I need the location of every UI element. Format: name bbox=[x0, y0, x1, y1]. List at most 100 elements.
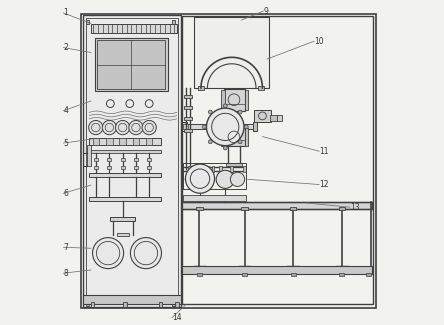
Bar bbox=[212, 166, 214, 172]
Bar bbox=[123, 302, 127, 306]
Bar bbox=[291, 273, 296, 276]
Bar bbox=[290, 206, 297, 210]
Bar bbox=[111, 217, 135, 221]
Bar bbox=[89, 137, 162, 145]
Bar bbox=[83, 295, 181, 304]
Bar bbox=[254, 110, 270, 122]
Circle shape bbox=[115, 121, 130, 135]
Circle shape bbox=[131, 238, 162, 269]
Text: 6: 6 bbox=[63, 189, 68, 198]
Bar bbox=[121, 166, 125, 169]
Circle shape bbox=[223, 104, 227, 108]
Circle shape bbox=[202, 125, 206, 129]
Bar bbox=[182, 195, 246, 201]
Text: 14: 14 bbox=[172, 313, 182, 322]
Text: 13: 13 bbox=[350, 203, 360, 212]
Bar bbox=[182, 163, 246, 189]
Bar bbox=[242, 206, 248, 210]
Bar bbox=[230, 166, 233, 172]
Bar bbox=[172, 20, 175, 24]
Bar bbox=[197, 273, 202, 276]
Bar bbox=[107, 158, 111, 161]
Bar bbox=[196, 206, 202, 210]
Bar bbox=[245, 128, 248, 146]
Text: 11: 11 bbox=[319, 147, 329, 156]
Bar bbox=[184, 117, 192, 121]
Bar bbox=[277, 115, 282, 121]
Bar bbox=[183, 124, 188, 129]
Bar bbox=[83, 15, 181, 306]
Circle shape bbox=[238, 140, 242, 144]
Bar bbox=[226, 162, 242, 166]
Bar bbox=[92, 137, 99, 145]
Bar bbox=[147, 128, 151, 133]
Circle shape bbox=[186, 164, 214, 193]
Circle shape bbox=[206, 108, 244, 146]
Bar bbox=[95, 38, 168, 91]
Bar bbox=[146, 137, 152, 145]
Bar bbox=[172, 303, 175, 306]
Circle shape bbox=[142, 121, 156, 135]
Bar bbox=[97, 41, 165, 89]
Bar bbox=[108, 128, 111, 133]
Bar bbox=[94, 166, 98, 169]
Circle shape bbox=[230, 172, 245, 187]
Bar bbox=[182, 202, 373, 209]
Bar bbox=[133, 137, 139, 145]
Bar bbox=[188, 166, 190, 172]
Circle shape bbox=[208, 110, 212, 114]
Bar bbox=[121, 158, 125, 161]
Bar bbox=[244, 124, 254, 129]
Bar bbox=[194, 166, 196, 172]
Circle shape bbox=[208, 140, 212, 144]
Bar bbox=[175, 302, 178, 306]
Text: 10: 10 bbox=[314, 37, 324, 46]
Bar bbox=[184, 95, 192, 98]
Bar bbox=[89, 173, 162, 177]
Text: 8: 8 bbox=[63, 269, 68, 278]
Bar bbox=[147, 166, 151, 169]
Circle shape bbox=[89, 121, 103, 135]
Bar bbox=[86, 303, 89, 306]
Bar bbox=[183, 124, 206, 129]
Bar bbox=[89, 198, 162, 201]
Bar bbox=[147, 158, 151, 161]
Circle shape bbox=[238, 110, 242, 114]
Text: 9: 9 bbox=[263, 6, 268, 16]
Bar bbox=[89, 150, 162, 153]
Bar bbox=[94, 128, 97, 133]
Bar bbox=[134, 166, 138, 169]
Bar bbox=[87, 145, 91, 166]
Bar bbox=[86, 18, 178, 304]
Bar bbox=[198, 86, 204, 90]
Bar bbox=[86, 20, 89, 24]
Bar bbox=[242, 273, 247, 276]
Bar bbox=[107, 166, 111, 169]
Bar bbox=[119, 137, 126, 145]
Circle shape bbox=[223, 146, 227, 150]
Text: 7: 7 bbox=[63, 243, 68, 252]
Bar bbox=[182, 123, 187, 131]
Bar bbox=[219, 166, 222, 172]
Bar bbox=[270, 115, 278, 121]
Bar bbox=[253, 123, 257, 131]
Circle shape bbox=[244, 125, 248, 129]
Text: 5: 5 bbox=[63, 138, 68, 148]
Bar bbox=[243, 166, 246, 172]
Circle shape bbox=[102, 121, 116, 135]
Bar bbox=[184, 106, 192, 109]
Bar bbox=[106, 137, 113, 145]
Bar bbox=[91, 302, 95, 306]
Bar bbox=[94, 158, 98, 161]
Bar bbox=[91, 24, 177, 33]
Bar bbox=[258, 86, 264, 90]
Bar bbox=[121, 128, 124, 133]
Bar bbox=[222, 128, 225, 146]
Circle shape bbox=[129, 121, 143, 135]
Bar bbox=[224, 89, 245, 111]
Bar bbox=[339, 273, 345, 276]
Bar bbox=[194, 17, 269, 88]
Bar bbox=[224, 127, 245, 146]
Text: 2: 2 bbox=[63, 43, 68, 52]
Bar bbox=[117, 233, 129, 236]
